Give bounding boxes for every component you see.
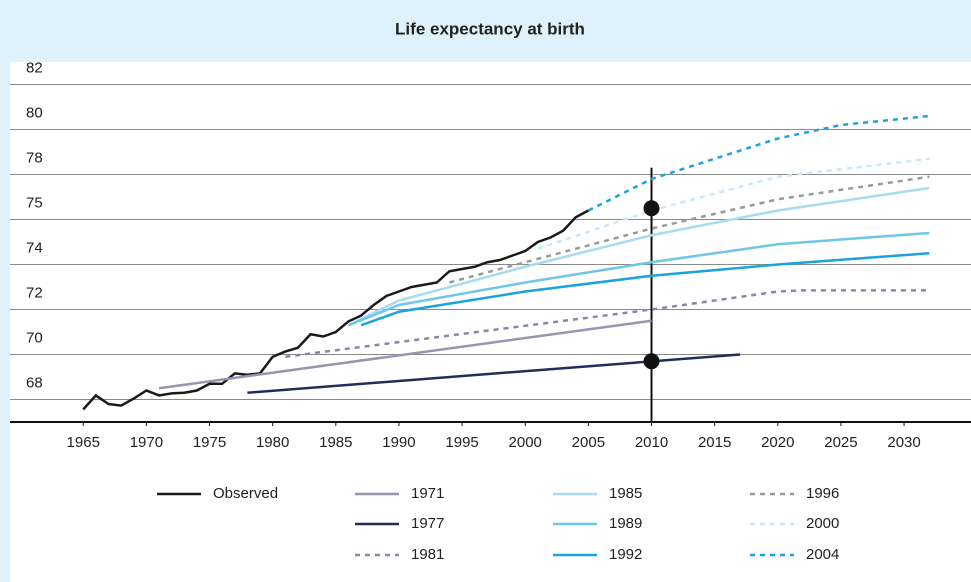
x-tick-label: 2005 [572,434,605,451]
series-line [347,231,930,327]
marker [643,200,660,217]
legend-label: 1971 [411,485,444,502]
series-line [285,289,930,358]
legend-label: 1981 [411,546,444,563]
y-tick-label: 72 [26,284,43,301]
y-tick-label: 75 [26,194,43,211]
x-tick-label: 2020 [761,434,794,451]
legend-label: 1977 [411,515,444,532]
x-tick-label: 2025 [824,434,857,451]
series-line [360,252,930,327]
y-tick-label: 80 [26,104,43,121]
x-tick-label: 1985 [319,434,352,451]
series-line [587,114,930,212]
x-tick-label: 2015 [698,434,731,451]
series-line [82,209,589,411]
series-line [449,175,930,284]
x-tick-label: 1975 [193,434,226,451]
series-line [347,186,930,327]
x-tick-label: 2000 [509,434,542,451]
chart-title: Life expectancy at birth [395,19,585,38]
x-tick-label: 2030 [887,434,920,451]
legend-label: 2004 [806,546,839,563]
legend-label: 1992 [609,546,642,563]
marker [643,353,660,370]
y-tick-label: 82 [26,59,43,76]
legend-label: 1985 [609,485,642,502]
x-tick-label: 1970 [130,434,163,451]
x-tick-label: 1995 [445,434,478,451]
plot-area [10,62,971,582]
x-tick-label: 1990 [382,434,415,451]
x-tick-label: 1980 [256,434,289,451]
y-tick-label: 78 [26,149,43,166]
legend-label: 1996 [806,485,839,502]
y-tick-label: 74 [26,239,43,256]
y-tick-label: 70 [26,329,43,346]
legend-label: Observed [213,485,278,502]
legend-label: 1989 [609,515,642,532]
legend-label: 2000 [806,515,839,532]
y-tick-label: 68 [26,374,43,391]
x-tick-label: 1965 [67,434,100,451]
series-line [158,319,652,390]
x-tick-label: 2010 [635,434,668,451]
